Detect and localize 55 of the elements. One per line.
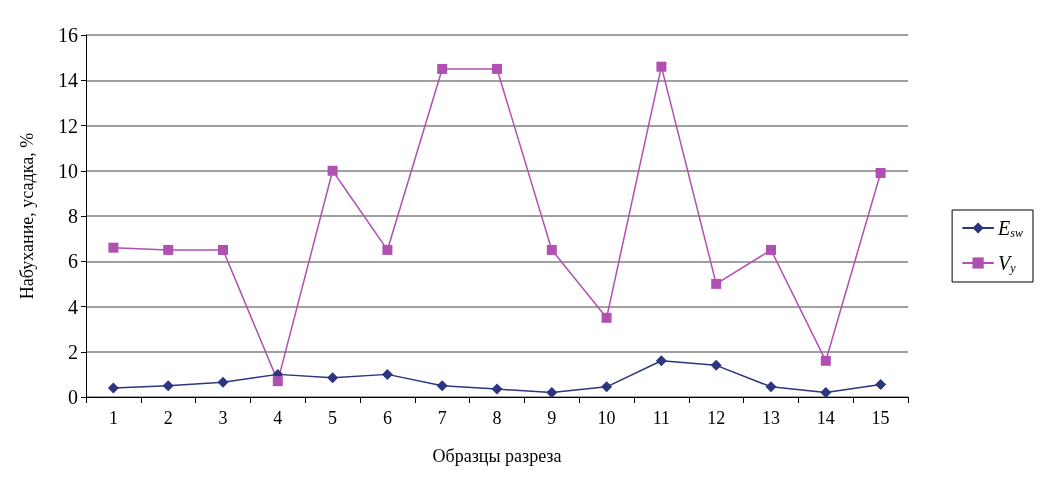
point bbox=[436, 380, 448, 392]
point bbox=[327, 372, 339, 384]
point bbox=[492, 63, 502, 74]
y-tick-label: 16 bbox=[58, 24, 78, 46]
point bbox=[162, 380, 174, 392]
y-tick-label: 14 bbox=[58, 69, 78, 92]
x-tick-label: 11 bbox=[652, 408, 671, 428]
point bbox=[820, 386, 832, 398]
point bbox=[108, 242, 119, 253]
point bbox=[272, 376, 283, 387]
point bbox=[601, 381, 613, 393]
point bbox=[163, 244, 174, 255]
x-tick-label: 8 bbox=[492, 408, 502, 428]
point bbox=[656, 61, 667, 72]
y-tick-label: 4 bbox=[68, 295, 78, 318]
point bbox=[217, 376, 229, 388]
point bbox=[107, 382, 119, 394]
x-axis-title: Образцы разреза bbox=[432, 446, 562, 466]
y-tick-label: 6 bbox=[68, 250, 78, 273]
point bbox=[381, 368, 393, 380]
x-tick-label: 5 bbox=[328, 408, 338, 428]
x-tick-label: 2 bbox=[163, 408, 173, 428]
x-tick-label: 12 bbox=[707, 408, 726, 428]
point bbox=[711, 278, 722, 289]
point bbox=[820, 355, 831, 366]
x-tick-label: 3 bbox=[218, 408, 228, 428]
point bbox=[546, 386, 558, 398]
x-tick-label: 10 bbox=[597, 408, 616, 428]
point bbox=[766, 244, 776, 255]
x-tick-label: 13 bbox=[762, 408, 780, 428]
y-tick-label: 0 bbox=[68, 386, 78, 408]
y-tick-label: 2 bbox=[68, 340, 78, 363]
x-tick-label: 1 bbox=[108, 408, 118, 428]
point bbox=[218, 244, 228, 255]
x-tick-label: 7 bbox=[437, 408, 447, 428]
point bbox=[765, 381, 777, 393]
x-tick-label: 6 bbox=[382, 408, 392, 428]
point bbox=[710, 359, 722, 371]
point bbox=[655, 355, 667, 367]
point bbox=[437, 63, 448, 74]
y-tick-label: 8 bbox=[68, 205, 78, 227]
y-tick-label: 10 bbox=[58, 159, 78, 182]
x-tick-label: 14 bbox=[816, 408, 835, 428]
point bbox=[875, 379, 887, 391]
point bbox=[382, 244, 393, 255]
point bbox=[601, 312, 612, 323]
point bbox=[875, 168, 886, 179]
y-axis-title: Набухание, усадка, % bbox=[17, 132, 37, 300]
x-tick-label: 15 bbox=[871, 408, 890, 428]
point bbox=[491, 383, 503, 395]
point bbox=[327, 165, 338, 176]
x-tick-label: 9 bbox=[547, 408, 557, 428]
x-tick-label: 4 bbox=[273, 408, 283, 428]
y-tick-label: 12 bbox=[58, 114, 78, 137]
point bbox=[546, 244, 557, 255]
